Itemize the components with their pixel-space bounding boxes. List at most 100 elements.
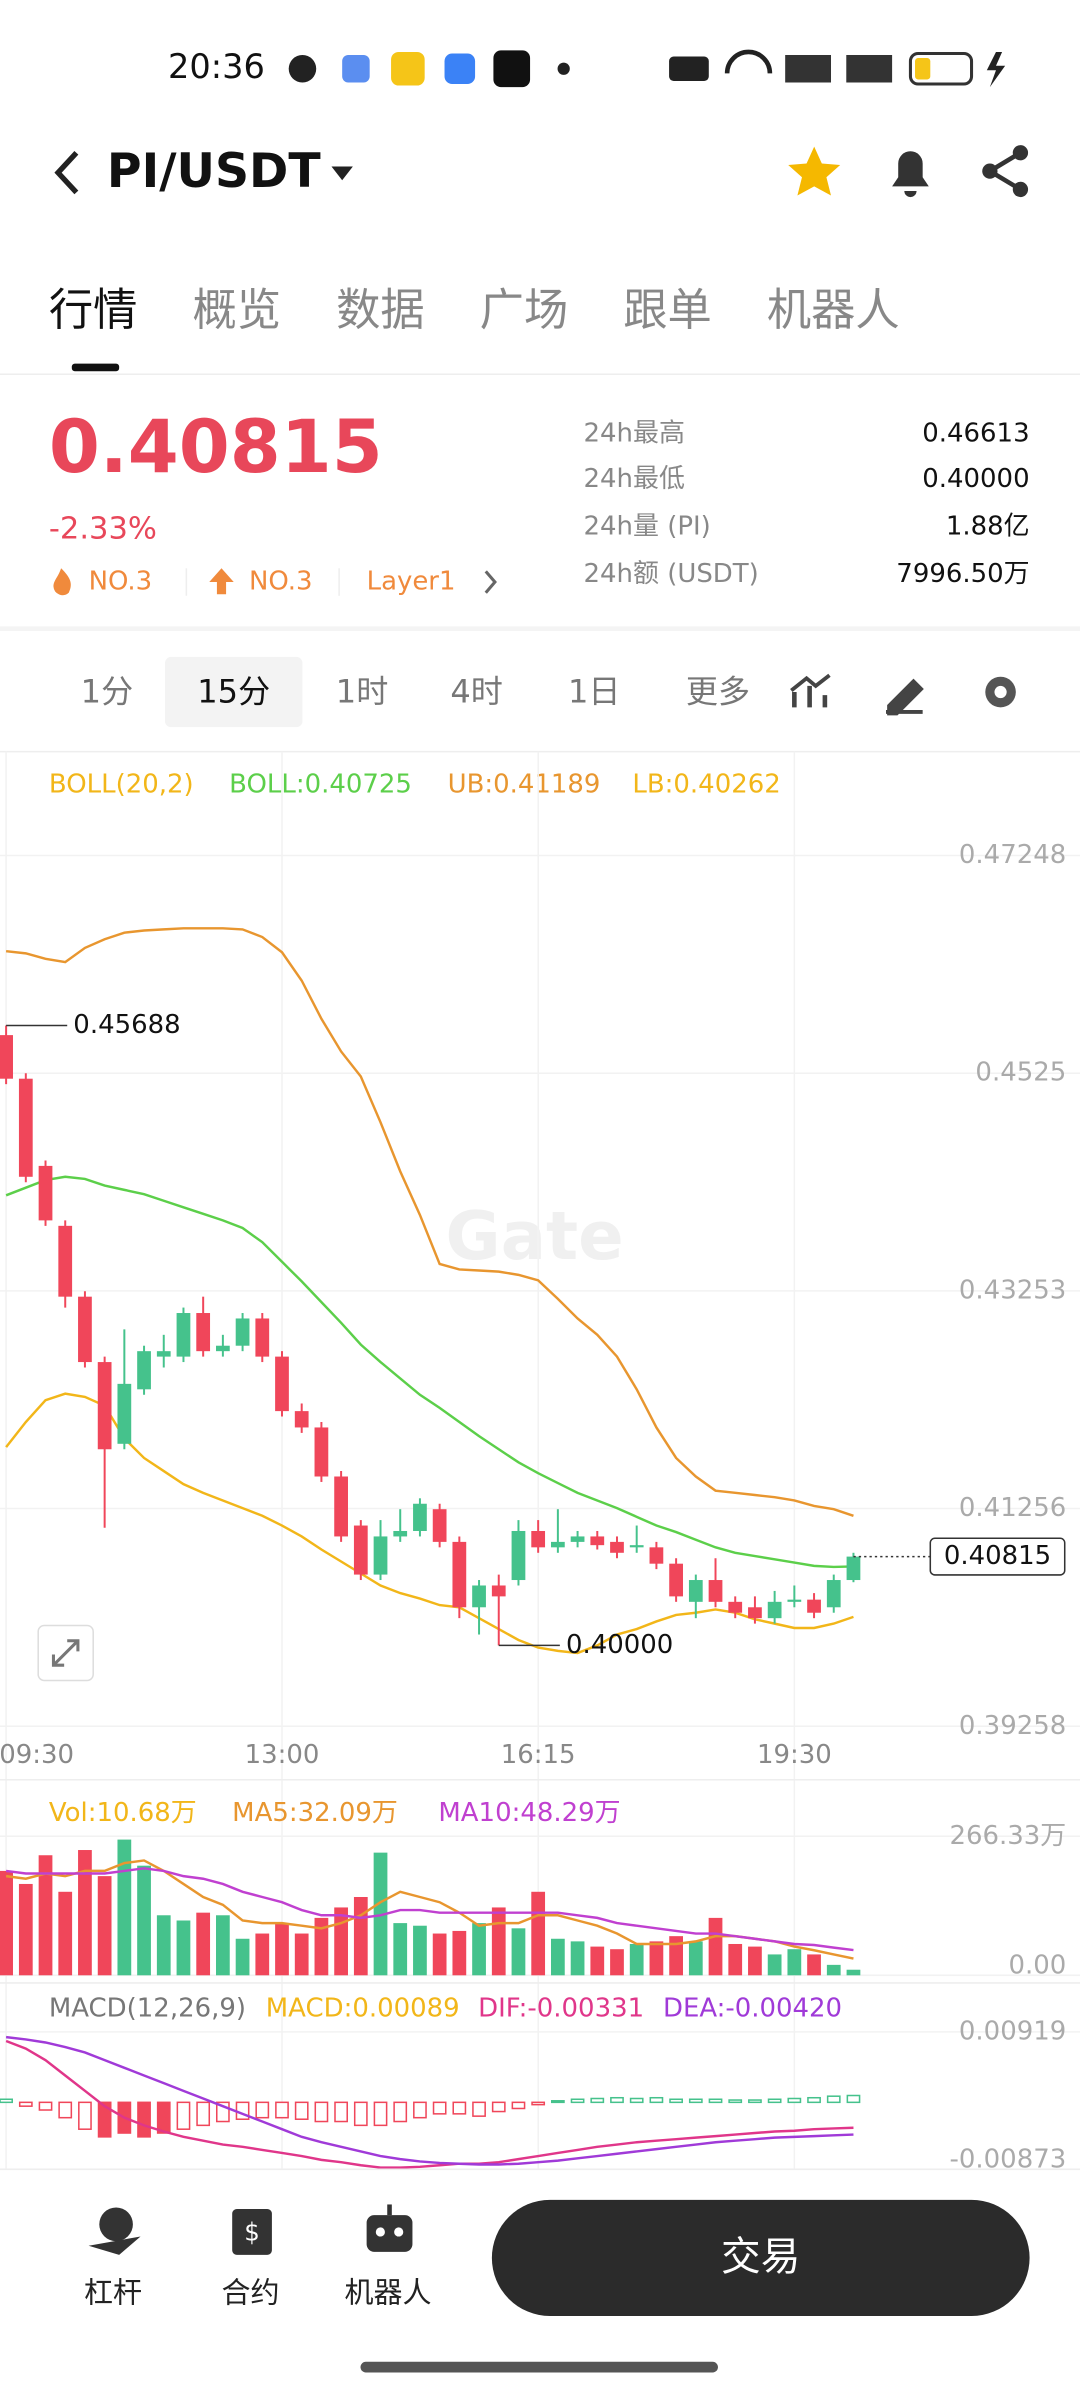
- volume-bar: [18, 1883, 33, 1976]
- macd-bar: [452, 2101, 467, 2115]
- volume-bar: [846, 1969, 861, 1976]
- interval[interactable]: 4时: [450, 673, 502, 711]
- candle-body: [393, 1530, 408, 1537]
- volume-bar: [649, 1941, 664, 1976]
- candle-body: [452, 1541, 467, 1608]
- macd-bar: [255, 2101, 270, 2119]
- macd-bar: [807, 2096, 821, 2104]
- interval[interactable]: 1日: [568, 673, 620, 711]
- indicator-legend: BOLL(20,2): [49, 770, 194, 800]
- volume-bar: [176, 1920, 191, 1976]
- active-tab-indicator: [71, 363, 120, 372]
- macd-bar: [787, 2097, 802, 2104]
- volume-bar: [787, 1949, 802, 1976]
- indicator-legend: LB:0.40262: [632, 770, 780, 800]
- macd-bar: [294, 2101, 309, 2120]
- candle-body: [314, 1427, 329, 1477]
- interval[interactable]: 1时: [336, 673, 388, 711]
- macd-bar: [550, 2100, 565, 2104]
- macd-bar: [610, 2096, 624, 2104]
- macd-bar: [176, 2101, 191, 2130]
- volume-bar: [629, 1943, 644, 1976]
- sector-badge[interactable]: Layer1: [367, 567, 456, 597]
- price-change: -2.33%: [49, 512, 157, 547]
- macd-bar: [196, 2101, 211, 2127]
- volume-bar: [117, 1839, 132, 1976]
- expand-button[interactable]: [37, 1624, 94, 1682]
- macd-bar: [649, 2096, 664, 2104]
- stat-label: 24h最高: [584, 418, 685, 448]
- macd-bar: [767, 2098, 782, 2104]
- macd-bar: [748, 2099, 762, 2104]
- indicator-legend: MA5:32.09万: [232, 1798, 398, 1828]
- stat-label: 24h额 (USDT): [584, 559, 759, 589]
- macd-bar: [334, 2101, 348, 2123]
- macd-bar: [0, 2098, 13, 2104]
- candle-body: [255, 1318, 270, 1357]
- draw-button[interactable]: [885, 678, 924, 716]
- rank-badge[interactable]: NO.3: [89, 567, 153, 597]
- macd-bar: [373, 2101, 388, 2127]
- alert-bell[interactable]: [892, 151, 929, 198]
- volume-bar: [294, 1933, 309, 1976]
- macd-bar: [275, 2101, 289, 2119]
- nav-robot[interactable]: 机器人: [344, 2276, 431, 2310]
- candle-body: [432, 1509, 447, 1542]
- tab[interactable]: 跟单: [623, 285, 712, 336]
- stat-value: 0.46613: [922, 418, 1029, 448]
- y-tick-label: 266.33万: [949, 1821, 1066, 1851]
- volume-bar: [472, 1923, 486, 1976]
- candle-body: [78, 1296, 92, 1363]
- share-button[interactable]: [982, 145, 1029, 198]
- volume-bar: [570, 1941, 585, 1976]
- volume-bar: [314, 1917, 329, 1976]
- volume-bar: [491, 1907, 506, 1976]
- interval[interactable]: 15分: [197, 673, 270, 711]
- more-arrow[interactable]: [484, 570, 497, 594]
- tab[interactable]: 机器人: [767, 285, 900, 336]
- tab[interactable]: 概览: [192, 285, 281, 336]
- macd-bar: [590, 2097, 605, 2104]
- candle-body: [688, 1580, 703, 1602]
- tab[interactable]: 行情: [49, 285, 138, 336]
- leverage-icon: [88, 2207, 141, 2255]
- tab[interactable]: 广场: [480, 285, 569, 336]
- pair-title[interactable]: PI/USDT: [107, 144, 321, 199]
- tab[interactable]: 数据: [336, 285, 425, 336]
- nav-leverage[interactable]: 杠杆: [84, 2276, 142, 2310]
- pair-dropdown[interactable]: [331, 166, 353, 181]
- volume-bar: [826, 1964, 841, 1976]
- settings-button[interactable]: [985, 676, 1016, 708]
- volume-bar: [0, 1870, 13, 1976]
- indicator-button[interactable]: [790, 673, 831, 708]
- favorite-star[interactable]: [788, 146, 841, 196]
- nav-contract[interactable]: 合约: [222, 2276, 280, 2310]
- candle-body: [38, 1165, 53, 1221]
- interval[interactable]: 1分: [81, 673, 133, 711]
- volume-bar: [767, 1954, 782, 1976]
- candle-body: [846, 1556, 861, 1581]
- candle-body: [97, 1362, 112, 1450]
- extreme-label: 0.45688: [73, 1010, 180, 1040]
- indicator-legend: UB:0.41189: [448, 770, 601, 800]
- volume-bar: [393, 1923, 408, 1976]
- stat-value: 0.40000: [922, 464, 1029, 494]
- trade-button-label[interactable]: 交易: [721, 2234, 800, 2280]
- macd-bar: [728, 2099, 743, 2104]
- volume-bar: [334, 1907, 348, 1976]
- macd-bar: [472, 2101, 486, 2117]
- candle-body: [807, 1599, 821, 1613]
- back-button[interactable]: [54, 150, 79, 195]
- interval[interactable]: 更多: [686, 673, 750, 711]
- volume-bar: [511, 1928, 526, 1976]
- indicator-legend: BOLL:0.40725: [229, 770, 412, 800]
- rank-badge[interactable]: NO.3: [249, 567, 313, 597]
- boll-line: [5, 1175, 854, 1569]
- status-icons: [288, 49, 1006, 88]
- trade-button[interactable]: [491, 2199, 1030, 2316]
- macd-bar: [353, 2101, 368, 2127]
- macd-bar: [570, 2098, 585, 2104]
- volume-bar: [97, 1876, 112, 1976]
